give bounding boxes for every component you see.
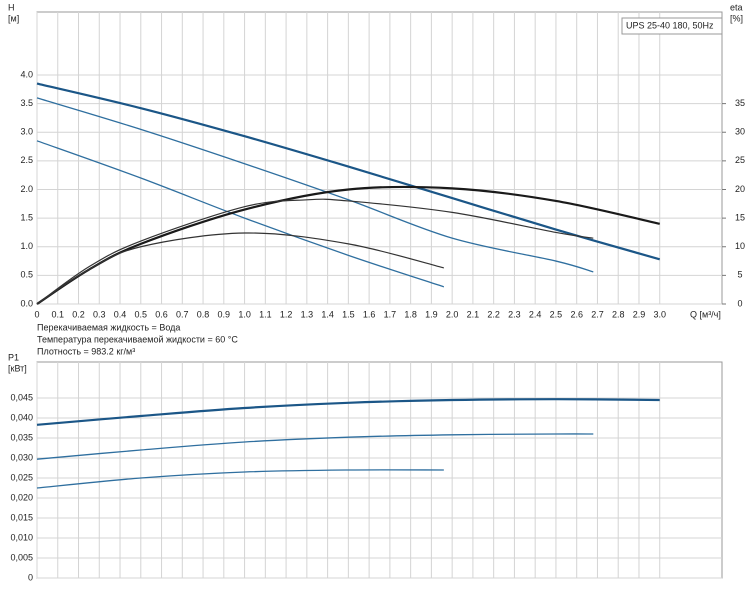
y-tick-label: 2.0 <box>20 184 33 194</box>
y-tick-label: 0,015 <box>10 512 33 522</box>
y-tick-label: 3.0 <box>20 127 33 137</box>
y-tick-label: 2.5 <box>20 155 33 165</box>
y-tick-label: 0,035 <box>10 432 33 442</box>
y2-tick-label: 15 <box>735 212 745 222</box>
x-tick-label: 2.3 <box>508 309 521 319</box>
y-tick-label: 0 <box>28 572 33 582</box>
x-tick-label: 2.7 <box>591 309 604 319</box>
curve <box>36 469 444 489</box>
curve <box>36 433 594 460</box>
x-tick-label: 1.4 <box>321 309 334 319</box>
y-axis-label: [кВт] <box>8 363 27 373</box>
y-tick-label: 0,045 <box>10 392 33 402</box>
annotation: Перекачиваемая жидкость = Вода <box>37 322 180 332</box>
x-tick-label: 0.9 <box>218 309 231 319</box>
x-tick-label: 0 <box>34 309 39 319</box>
y-tick-label: 0,010 <box>10 532 33 542</box>
y-tick-label: 0,005 <box>10 552 33 562</box>
x-tick-label: 1.6 <box>363 309 376 319</box>
annotation: Температура перекачиваемой жидкости = 60… <box>37 334 238 344</box>
x-tick-label: 1.7 <box>384 309 397 319</box>
x-tick-label: 1.0 <box>238 309 251 319</box>
y-tick-label: 0.5 <box>20 270 33 280</box>
x-tick-label: 0.4 <box>114 309 127 319</box>
x-tick-label: 2.0 <box>446 309 459 319</box>
curve <box>36 232 444 305</box>
x-tick-label: 1.2 <box>280 309 293 319</box>
y-axis-label: P1 <box>8 352 19 362</box>
curve <box>36 82 661 261</box>
x-tick-label: 3.0 <box>653 309 666 319</box>
y2-tick-label: 10 <box>735 241 745 251</box>
y-tick-label: 0.0 <box>20 298 33 308</box>
y2-tick-label: 0 <box>737 298 742 308</box>
curve <box>36 198 594 305</box>
x-tick-label: 1.8 <box>404 309 417 319</box>
curve <box>36 140 445 288</box>
y-tick-label: 0,020 <box>10 492 33 502</box>
x-axis-label: Q [м³/ч] <box>690 309 721 319</box>
title-box <box>621 17 723 35</box>
y2-tick-label: 25 <box>735 155 745 165</box>
y-tick-label: 0,040 <box>10 412 33 422</box>
x-tick-label: 2.9 <box>633 309 646 319</box>
x-tick-label: 0.6 <box>155 309 168 319</box>
y-axis-label: H <box>8 2 15 12</box>
curve <box>36 97 594 273</box>
x-tick-label: 1.5 <box>342 309 355 319</box>
x-tick-label: 0.3 <box>93 309 106 319</box>
y2-tick-label: 30 <box>735 127 745 137</box>
x-tick-label: 2.6 <box>570 309 583 319</box>
x-tick-label: 0.7 <box>176 309 189 319</box>
x-tick-label: 0.5 <box>135 309 148 319</box>
curve <box>36 398 660 426</box>
y2-tick-label: 5 <box>737 270 742 280</box>
x-tick-label: 0.2 <box>72 309 85 319</box>
annotation: Плотность = 983.2 кг/м³ <box>37 346 135 356</box>
x-tick-label: 0.8 <box>197 309 210 319</box>
y2-tick-label: 35 <box>735 98 745 108</box>
y-tick-label: 1.0 <box>20 241 33 251</box>
x-tick-label: 0.1 <box>51 309 64 319</box>
x-tick-label: 1.9 <box>425 309 438 319</box>
x-tick-label: 2.1 <box>467 309 480 319</box>
x-tick-label: 2.2 <box>487 309 500 319</box>
y-tick-label: 0,025 <box>10 472 33 482</box>
y2-tick-label: 20 <box>735 184 745 194</box>
y-tick-label: 0,030 <box>10 452 33 462</box>
y-axis-label: [м] <box>8 13 19 23</box>
x-tick-label: 2.5 <box>550 309 563 319</box>
y-tick-label: 4.0 <box>20 69 33 79</box>
plot-area <box>36 11 723 305</box>
y2-axis-label: [%] <box>730 13 743 23</box>
y2-axis-label: eta <box>730 2 743 12</box>
x-tick-label: 2.4 <box>529 309 542 319</box>
x-tick-label: 1.3 <box>301 309 314 319</box>
x-tick-label: 2.8 <box>612 309 625 319</box>
chart-title: UPS 25-40 180, 50Hz <box>626 20 714 30</box>
x-tick-label: 1.1 <box>259 309 272 319</box>
y-tick-label: 3.5 <box>20 98 33 108</box>
y-tick-label: 1.5 <box>20 212 33 222</box>
